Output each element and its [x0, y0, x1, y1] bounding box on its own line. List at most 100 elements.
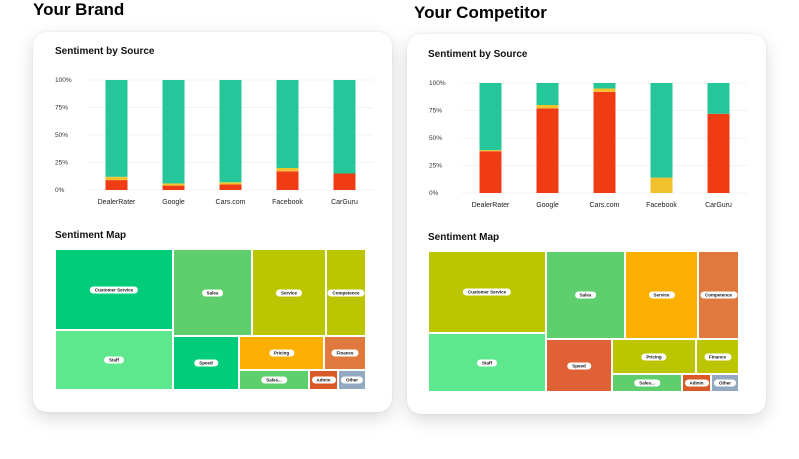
treemap-cell[interactable]: Competence — [326, 249, 366, 336]
sentiment-map-heading: Sentiment Map — [55, 230, 127, 241]
y-tick-label: 0% — [429, 190, 439, 197]
bar-segment — [105, 180, 128, 190]
x-tick-label: Facebook — [272, 199, 303, 206]
treemap-cell[interactable]: Competence — [698, 251, 739, 339]
treemap-cell-label: Other — [340, 376, 364, 384]
treemap-cell-label: Finance — [703, 353, 732, 360]
bar-segment — [650, 83, 673, 178]
bar-segment — [276, 168, 299, 172]
bar-segment — [219, 184, 242, 190]
treemap-cell[interactable]: Service — [252, 249, 326, 336]
competitor-card: Sentiment by Source 0% 25% 50% 75% 100% Deale… — [407, 34, 766, 414]
treemap-cell-label: Pricing — [641, 353, 667, 360]
x-tick-label: DealerRater — [98, 199, 136, 206]
sentiment-by-source-chart: 0% 25% 50% 75% 100% DealerRater Google Cars.com… — [55, 77, 373, 206]
brand-title: Your Brand — [33, 0, 125, 19]
treemap-cell-label: Pricing — [268, 349, 295, 357]
treemap-cell-label: Speed — [567, 362, 591, 369]
treemap-cell[interactable]: Finance — [324, 336, 366, 370]
treemap-cell[interactable]: Pricing — [239, 336, 324, 370]
y-tick-label: 25% — [55, 160, 68, 167]
bar-segment — [333, 80, 356, 174]
y-tick-label: 100% — [55, 77, 72, 84]
x-tick-label: Facebook — [646, 202, 677, 209]
x-tick-label: CarGuru — [705, 202, 732, 209]
treemap-cell-label: Sales — [574, 291, 597, 299]
bar-segment — [536, 108, 559, 193]
treemap-cell-label: Staff — [104, 356, 124, 364]
x-tick-label: Google — [162, 199, 185, 206]
treemap-cell[interactable]: Sales — [173, 249, 252, 336]
bar-segment — [162, 183, 185, 186]
bar-segment — [707, 83, 730, 114]
bar-segment — [650, 177, 673, 193]
treemap-cell[interactable]: Service — [625, 251, 698, 339]
bar-segment — [276, 171, 299, 190]
treemap-cell-label: Competence — [327, 289, 365, 296]
treemap-cell[interactable]: Finance — [696, 339, 739, 374]
treemap-cell[interactable]: Other — [338, 370, 366, 390]
treemap-cell[interactable]: Speed — [546, 339, 612, 392]
treemap-cell-label: Service — [648, 291, 675, 299]
y-tick-label: 100% — [429, 80, 446, 87]
bar-segment — [219, 182, 242, 185]
bar-segment — [536, 105, 559, 109]
y-tick-label: 75% — [55, 105, 68, 112]
x-tick-label: DealerRater — [472, 202, 510, 209]
bar-segment — [479, 83, 502, 151]
y-tick-label: 0% — [55, 187, 65, 194]
treemap-cell-label: Speed — [194, 359, 218, 367]
x-tick-label: Cars.com — [216, 199, 246, 206]
treemap-cell-label: Finance — [331, 349, 359, 357]
x-tick-label: CarGuru — [331, 199, 358, 206]
treemap-cell[interactable]: Customer Service — [55, 249, 173, 330]
treemap-cell[interactable]: Admin — [682, 374, 711, 392]
sentiment-treemap: Customer Service Sales Service Competence St… — [55, 249, 366, 390]
treemap-cell[interactable]: Sales... — [239, 370, 309, 390]
bar-segment — [593, 83, 616, 89]
y-tick-label: 75% — [429, 108, 442, 115]
y-tick-label: 50% — [55, 132, 68, 139]
bar-segment — [162, 80, 185, 184]
bar-segment — [707, 113, 730, 193]
x-tick-label: Cars.com — [590, 202, 620, 209]
treemap-cell[interactable]: Speed — [173, 336, 239, 390]
competitor-title: Your Competitor — [414, 3, 547, 22]
y-tick-label: 50% — [429, 135, 442, 142]
treemap-cell[interactable]: Sales... — [612, 374, 682, 392]
treemap-cell-label: Sales... — [261, 376, 287, 384]
treemap-cell-label: Sales... — [634, 379, 660, 387]
sentiment-map-heading: Sentiment Map — [428, 232, 500, 243]
bar-segment — [593, 91, 616, 193]
bar-segment — [162, 185, 185, 190]
bar-segment — [479, 151, 502, 193]
treemap-cell[interactable]: Pricing — [612, 339, 696, 374]
treemap-cell[interactable]: Other — [711, 374, 739, 392]
bar-segment — [593, 88, 616, 92]
sentiment-treemap: Customer Service Sales Service Competence St… — [428, 251, 739, 392]
treemap-cell[interactable]: Customer Service — [428, 251, 546, 333]
sentiment-by-source-chart: 0% 25% 50% 75% 100% DealerRater Google Cars.com… — [429, 80, 747, 209]
bar-segment — [276, 80, 299, 168]
treemap-cell-label: Staff — [477, 359, 497, 366]
treemap-cell-label: Customer Service — [462, 288, 512, 296]
y-tick-label: 25% — [429, 163, 442, 170]
treemap-cell[interactable]: Staff — [55, 330, 173, 390]
treemap-cell-label: Service — [275, 289, 303, 296]
sentiment-by-source-heading: Sentiment by Source — [428, 49, 528, 60]
sentiment-by-source-heading: Sentiment by Source — [55, 46, 155, 57]
treemap-cell[interactable]: Admin — [309, 370, 338, 390]
treemap-cell[interactable]: Sales — [546, 251, 625, 339]
treemap-cell-label: Other — [713, 379, 737, 387]
brand-card: Sentiment by Source 0% 25% 50% 75% 100% Deale… — [33, 32, 392, 412]
treemap-cell-label: Competence — [699, 291, 738, 299]
bar-segment — [479, 150, 502, 152]
treemap-cell-label: Sales — [201, 289, 224, 296]
treemap-cell-label: Admin — [684, 379, 709, 387]
bar-segment — [105, 176, 128, 181]
bar-segment — [105, 80, 128, 177]
treemap-cell-label: Customer Service — [89, 286, 139, 293]
treemap-cell[interactable]: Staff — [428, 333, 546, 392]
x-tick-label: Google — [536, 202, 559, 209]
treemap-cell-label: Admin — [311, 376, 336, 384]
